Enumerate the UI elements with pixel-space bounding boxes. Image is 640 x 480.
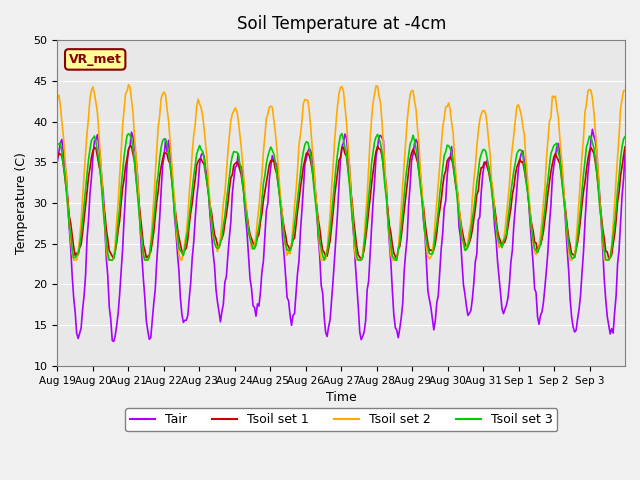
Tsoil set 3: [621, 134, 629, 140]
Tair: [621, 152, 629, 157]
Tsoil set 2: [92, 100, 100, 106]
Tsoil set 1: [621, 144, 629, 150]
Tsoil set 2: [348, 207, 356, 213]
Legend: Tair, Tsoil set 1, Tsoil set 2, Tsoil set 3: Tair, Tsoil set 1, Tsoil set 2, Tsoil se…: [125, 408, 557, 432]
Tsoil set 1: [126, 143, 134, 149]
Tsoil set 3: [348, 216, 356, 222]
Tsoil set 2: [461, 248, 468, 253]
Tair: [54, 158, 61, 164]
Tsoil set 2: [125, 82, 132, 87]
Tsoil set 1: [54, 155, 61, 161]
Tsoil set 1: [357, 257, 365, 263]
Line: Tair: Tair: [58, 130, 625, 341]
Tsoil set 1: [545, 180, 553, 185]
Tsoil set 2: [620, 88, 627, 94]
Tair: [460, 282, 467, 288]
Tsoil set 3: [620, 136, 627, 142]
Tsoil set 1: [91, 144, 99, 150]
Title: Soil Temperature at -4cm: Soil Temperature at -4cm: [237, 15, 446, 33]
Tsoil set 1: [73, 250, 81, 256]
Tsoil set 2: [54, 96, 61, 102]
Tsoil set 3: [73, 252, 81, 258]
Text: VR_met: VR_met: [68, 53, 122, 66]
Tair: [544, 249, 552, 254]
Tsoil set 1: [461, 240, 468, 246]
Tair: [620, 177, 627, 182]
Tair: [347, 184, 355, 190]
Tsoil set 2: [621, 88, 629, 94]
Line: Tsoil set 2: Tsoil set 2: [58, 84, 625, 260]
Tsoil set 3: [545, 163, 553, 168]
Tsoil set 3: [338, 131, 346, 136]
Tsoil set 2: [545, 119, 553, 124]
Tsoil set 1: [347, 189, 355, 195]
Tair: [73, 330, 81, 336]
Tsoil set 3: [54, 141, 61, 146]
Tsoil set 2: [70, 257, 77, 263]
Tsoil set 1: [620, 153, 627, 159]
Tair: [91, 138, 99, 144]
Tsoil set 3: [461, 247, 468, 253]
Tair: [110, 338, 118, 344]
Tsoil set 3: [91, 133, 99, 139]
Tsoil set 3: [106, 257, 113, 263]
Y-axis label: Temperature (C): Temperature (C): [15, 152, 28, 254]
Tair: [589, 127, 596, 132]
Line: Tsoil set 1: Tsoil set 1: [58, 146, 625, 260]
Tsoil set 2: [74, 250, 82, 256]
Line: Tsoil set 3: Tsoil set 3: [58, 133, 625, 260]
X-axis label: Time: Time: [326, 391, 356, 404]
